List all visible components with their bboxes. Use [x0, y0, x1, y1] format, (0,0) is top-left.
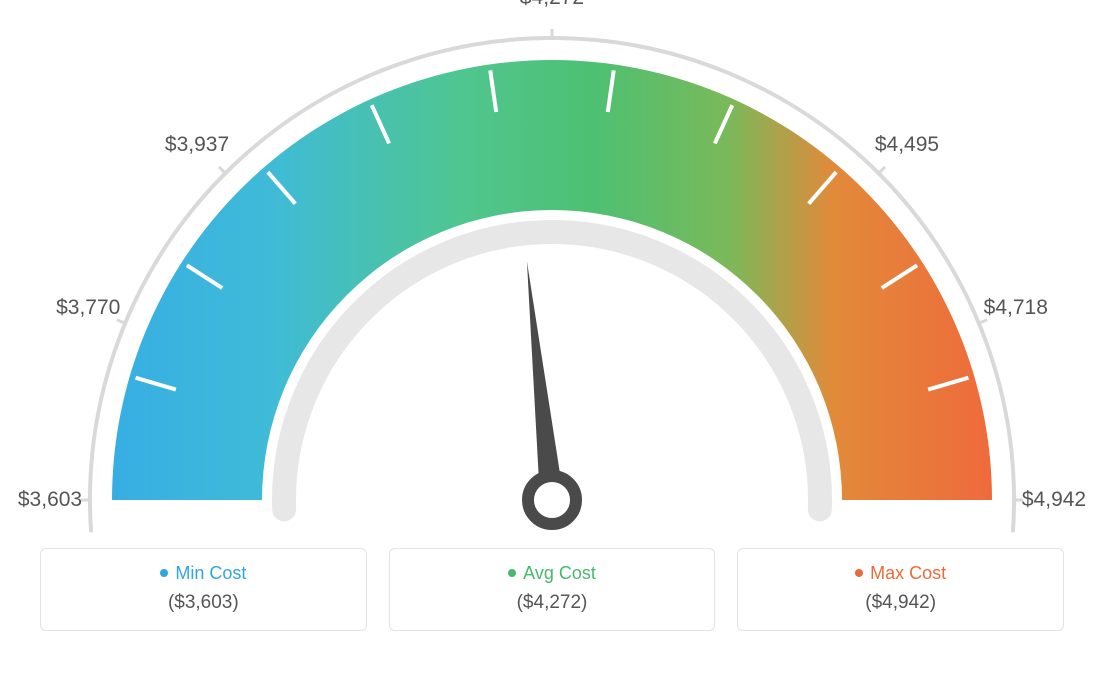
avg-cost-title: Avg Cost	[400, 563, 705, 584]
max-cost-card: Max Cost ($4,942)	[737, 548, 1064, 631]
gauge-tick-label: $3,603	[18, 488, 82, 512]
gauge-svg	[0, 0, 1104, 540]
max-cost-value: ($4,942)	[748, 592, 1053, 614]
gauge-tick-label: $4,272	[520, 0, 584, 10]
max-cost-label: Max Cost	[870, 563, 946, 583]
avg-cost-value: ($4,272)	[400, 592, 705, 614]
gauge-tick-label: $3,937	[165, 133, 229, 157]
min-cost-value: ($3,603)	[51, 592, 356, 614]
avg-dot-icon	[508, 569, 516, 577]
gauge-tick-label: $3,770	[56, 296, 120, 320]
avg-cost-card: Avg Cost ($4,272)	[389, 548, 716, 631]
max-cost-title: Max Cost	[748, 563, 1053, 584]
min-cost-label: Min Cost	[175, 563, 246, 583]
min-cost-card: Min Cost ($3,603)	[40, 548, 367, 631]
gauge-chart: $3,603 $3,770 $3,937 $4,272 $4,495 $4,718 $4,9…	[0, 0, 1104, 540]
max-dot-icon	[855, 569, 863, 577]
avg-cost-label: Avg Cost	[523, 563, 596, 583]
gauge-tick-label: $4,718	[984, 296, 1048, 320]
min-dot-icon	[160, 569, 168, 577]
min-cost-title: Min Cost	[51, 563, 356, 584]
gauge-tick-label: $4,495	[875, 133, 939, 157]
cost-cards: Min Cost ($3,603) Avg Cost ($4,272) Max …	[0, 548, 1104, 631]
gauge-tick-label: $4,942	[1022, 488, 1086, 512]
